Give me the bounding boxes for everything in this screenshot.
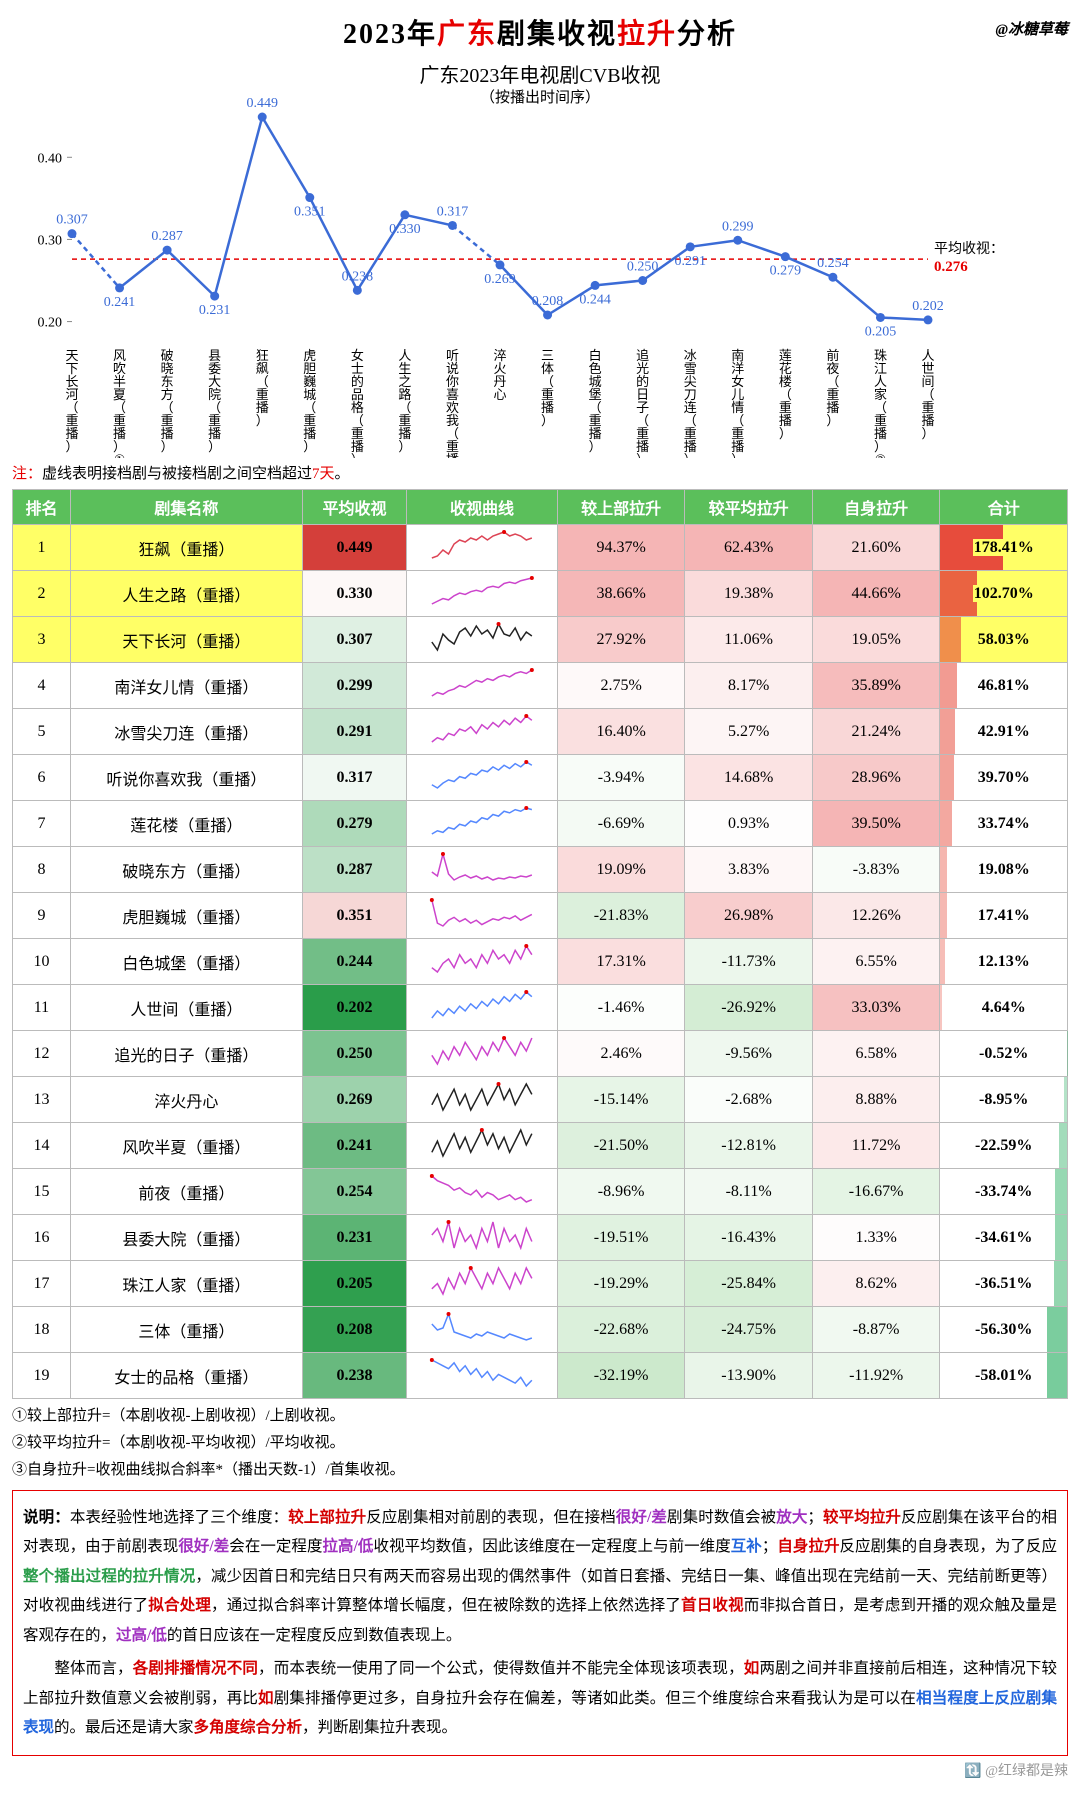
table-row: 5冰雪尖刀连（重播）0.29116.40%5.27%21.24%42.91%	[13, 709, 1068, 755]
table-header: 收视曲线	[407, 490, 558, 525]
svg-text:狂飙（重播）: 狂飙（重播）	[256, 348, 269, 428]
svg-text:天下长河（重播）: 天下长河（重播）	[65, 348, 78, 454]
svg-text:0.279: 0.279	[770, 264, 802, 279]
svg-text:0.307: 0.307	[56, 213, 88, 228]
svg-text:白色城堡（重播）: 白色城堡（重播）	[589, 348, 602, 454]
table-header: 排名	[13, 490, 71, 525]
table-row: 2人生之路（重播）0.33038.66%19.38%44.66%102.70%	[13, 571, 1068, 617]
svg-text:追光的日子（重播）: 追光的日子（重播）	[636, 348, 649, 458]
svg-text:淬火丹心: 淬火丹心	[493, 348, 506, 402]
table-row: 19女士的品格（重播）0.238-32.19%-13.90%-11.92%-58…	[13, 1353, 1068, 1399]
table-header: 剧集名称	[70, 490, 302, 525]
svg-text:0.231: 0.231	[199, 303, 231, 318]
table-header: 自身拉升	[812, 490, 940, 525]
svg-text:0.30: 0.30	[38, 233, 63, 248]
svg-text:0.208: 0.208	[532, 294, 564, 309]
svg-text:人生之路（重播）: 人生之路（重播）	[398, 348, 411, 454]
svg-text:0.20: 0.20	[38, 316, 63, 331]
table-row: 9虎胆巍城（重播）0.351-21.83%26.98%12.26%17.41%	[13, 893, 1068, 939]
table-row: 7莲花楼（重播）0.279-6.69%0.93%39.50%33.74%	[13, 801, 1068, 847]
table-header: 合计	[940, 490, 1068, 525]
table-row: 14风吹半夏（重播）0.241-21.50%-12.81%11.72%-22.5…	[13, 1123, 1068, 1169]
svg-text:广东2023年电视剧CVB收视: 广东2023年电视剧CVB收视	[419, 64, 660, 87]
table-row: 1狂飙（重播）0.44994.37%62.43%21.60%178.41%	[13, 525, 1068, 571]
table-row: 17珠江人家（重播）0.205-19.29%-25.84%8.62%-36.51…	[13, 1261, 1068, 1307]
svg-text:0.40: 0.40	[38, 151, 63, 166]
svg-text:0.291: 0.291	[674, 254, 706, 269]
svg-text:0.269: 0.269	[484, 272, 516, 287]
svg-text:0.287: 0.287	[151, 229, 183, 244]
author-credit-bottom: 🔃 @红绿都是辣	[12, 1760, 1068, 1780]
svg-text:听说你喜欢我（重播）: 听说你喜欢我（重播）	[446, 348, 459, 458]
svg-text:女士的品格（重播）: 女士的品格（重播）	[351, 348, 364, 458]
svg-text:虎胆巍城（重播）: 虎胆巍城（重播）	[303, 348, 316, 454]
svg-text:（按播出时间序）: （按播出时间序）	[480, 89, 600, 106]
table-row: 13淬火丹心0.269-15.14%-2.68%8.88%-8.95%	[13, 1077, 1068, 1123]
ranking-table: 排名剧集名称平均收视收视曲线较上部拉升较平均拉升自身拉升合计1狂飙（重播）0.4…	[12, 489, 1068, 1399]
svg-text:冰雪尖刀连（重播）: 冰雪尖刀连（重播）	[684, 348, 697, 458]
svg-text:0.254: 0.254	[817, 256, 849, 271]
svg-text:0.238: 0.238	[342, 269, 374, 284]
table-header: 平均收视	[302, 490, 406, 525]
svg-text:0.241: 0.241	[104, 295, 136, 310]
svg-text:县委大院（重播）: 县委大院（重播）	[208, 348, 221, 454]
table-header: 较上部拉升	[557, 490, 685, 525]
svg-text:莲花楼（重播）: 莲花楼（重播）	[779, 348, 792, 441]
table-row: 8破晓东方（重播）0.28719.09%3.83%-3.83%19.08%	[13, 847, 1068, 893]
formula-definitions: ①较上部拉升=（本剧收视-上剧收视）/上剧收视。②较平均拉升=（本剧收视-平均收…	[12, 1403, 1068, 1484]
description-box: 说明：本表经验性地选择了三个维度：较上部拉升反应剧集相对前剧的表现，但在接档很好…	[12, 1490, 1068, 1756]
chart-note: 注：虚线表明接档剧与被接档剧之间空档超过7天。	[12, 462, 1068, 483]
page-title: 2023年广东剧集收视拉升分析	[343, 12, 737, 52]
svg-text:0.205: 0.205	[865, 324, 897, 339]
table-row: 6听说你喜欢我（重播）0.317-3.94%14.68%28.96%39.70%	[13, 755, 1068, 801]
title-row: 2023年广东剧集收视拉升分析 @冰糖草莓	[12, 12, 1068, 52]
author-credit-top: @冰糖草莓	[996, 18, 1068, 39]
line-chart: 广东2023年电视剧CVB收视 （按播出时间序） 0.20 0.30 0.40 平均收视：…	[12, 58, 1068, 458]
table-header: 较平均拉升	[685, 490, 813, 525]
table-row: 10白色城堡（重播）0.24417.31%-11.73%6.55%12.13%	[13, 939, 1068, 985]
table-row: 11人世间（重播）0.202-1.46%-26.92%33.03%4.64%	[13, 985, 1068, 1031]
svg-text:0.202: 0.202	[912, 299, 944, 314]
svg-text:南洋女儿情（重播）: 南洋女儿情（重播）	[731, 348, 744, 458]
table-row: 3天下长河（重播）0.30727.92%11.06%19.05%58.03%	[13, 617, 1068, 663]
table-row: 16县委大院（重播）0.231-19.51%-16.43%1.33%-34.61…	[13, 1215, 1068, 1261]
svg-text:0.299: 0.299	[722, 219, 754, 234]
svg-text:0.317: 0.317	[437, 204, 469, 219]
svg-text:0.244: 0.244	[579, 292, 611, 307]
svg-text:前夜（重播）: 前夜（重播）	[826, 348, 839, 428]
table-row: 18三体（重播）0.208-22.68%-24.75%-8.87%-56.30%	[13, 1307, 1068, 1353]
svg-text:0.250: 0.250	[627, 260, 659, 275]
table-row: 15前夜（重播）0.254-8.96%-8.11%-16.67%-33.74%	[13, 1169, 1068, 1215]
svg-text:平均收视：: 平均收视：	[934, 241, 1004, 257]
svg-text:破晓东方（重播）: 破晓东方（重播）	[161, 348, 174, 454]
svg-text:0.351: 0.351	[294, 205, 326, 220]
table-row: 12追光的日子（重播）0.2502.46%-9.56%6.58%-0.52%	[13, 1031, 1068, 1077]
svg-text:人世间（重播）: 人世间（重播）	[921, 348, 934, 441]
svg-text:0.276: 0.276	[934, 259, 968, 275]
table-row: 4南洋女儿情（重播）0.2992.75%8.17%35.89%46.81%	[13, 663, 1068, 709]
svg-text:珠江人家（重播）②: 珠江人家（重播）②	[874, 348, 887, 458]
svg-text:风吹半夏（重播）①: 风吹半夏（重播）①	[113, 348, 126, 458]
svg-text:三体（重播）: 三体（重播）	[541, 348, 554, 428]
svg-text:0.330: 0.330	[389, 222, 421, 237]
svg-text:0.449: 0.449	[246, 96, 278, 111]
